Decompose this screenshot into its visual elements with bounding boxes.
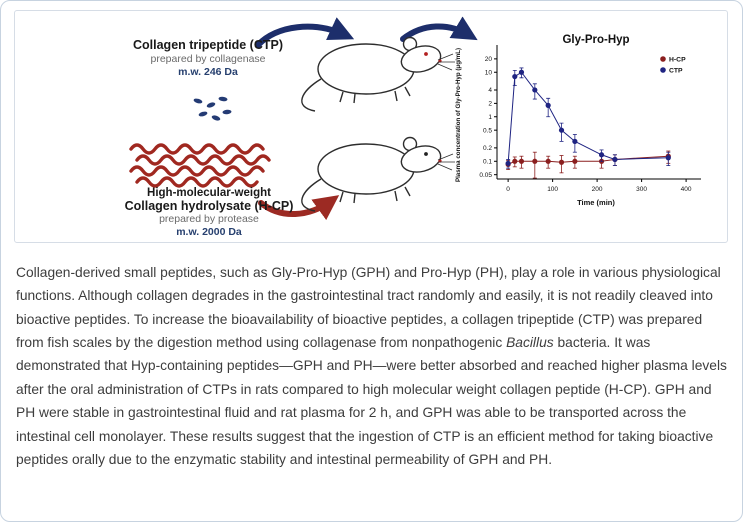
svg-text:4: 4 <box>488 87 492 94</box>
rat-eye <box>424 152 428 156</box>
svg-text:200: 200 <box>592 186 603 193</box>
svg-text:Plasma concentration of Gly-Pr: Plasma concentration of Gly-Pro-Hyp (μg/… <box>455 48 462 182</box>
hcp-molecular-weight: m.w. 2000 Da <box>176 226 242 238</box>
arrow-ctp-to-rat <box>255 17 355 48</box>
graphical-abstract-figure: [data-name="rat-top"]{transform:translat… <box>14 10 728 243</box>
svg-text:0.05: 0.05 <box>479 172 492 179</box>
hcp-title-line1: High-molecular-weight <box>147 187 271 199</box>
svg-text:0: 0 <box>506 186 510 193</box>
svg-text:20: 20 <box>485 56 493 63</box>
svg-text:300: 300 <box>636 186 647 193</box>
svg-text:0.1: 0.1 <box>483 158 492 165</box>
svg-text:0.2: 0.2 <box>483 145 492 152</box>
svg-text:400: 400 <box>681 186 692 193</box>
abstract-text: Collagen-derived small peptides, such as… <box>16 264 727 468</box>
ctp-subtitle: prepared by collagenase <box>150 52 266 65</box>
svg-text:H-CP: H-CP <box>669 56 686 63</box>
figure-artwork <box>129 16 478 221</box>
arrow-hcp-to-rat <box>258 195 340 221</box>
svg-text:1: 1 <box>488 114 492 121</box>
rat-bottom <box>301 136 455 212</box>
hcp-subtitle: prepared by protease <box>159 213 259 225</box>
ctp-label-block: Collagen tripeptide (CTP) prepared by co… <box>103 38 313 80</box>
rat-eye <box>424 52 428 56</box>
ctp-molecular-weight: m.w. 246 Da <box>178 66 238 78</box>
svg-text:100: 100 <box>547 186 558 193</box>
hcp-title-line2: Collagen hydrolysate (H-CP) <box>124 199 294 213</box>
collagen-wavy-lines <box>129 143 271 188</box>
svg-text:2: 2 <box>488 101 492 108</box>
svg-text:Time (min): Time (min) <box>577 198 615 207</box>
ctp-peptide-dots <box>193 96 232 121</box>
svg-text:CTP: CTP <box>669 67 683 74</box>
svg-text:Gly-Pro-Hyp: Gly-Pro-Hyp <box>562 34 629 46</box>
svg-text:0.5: 0.5 <box>483 127 492 134</box>
rat-top <box>301 36 455 112</box>
svg-text:10: 10 <box>485 69 493 76</box>
arrow-rat-to-chart <box>400 16 478 42</box>
hcp-label-block: High-molecular-weight Collagen hydrolysa… <box>95 187 323 239</box>
ctp-title: Collagen tripeptide (CTP) <box>133 38 283 52</box>
